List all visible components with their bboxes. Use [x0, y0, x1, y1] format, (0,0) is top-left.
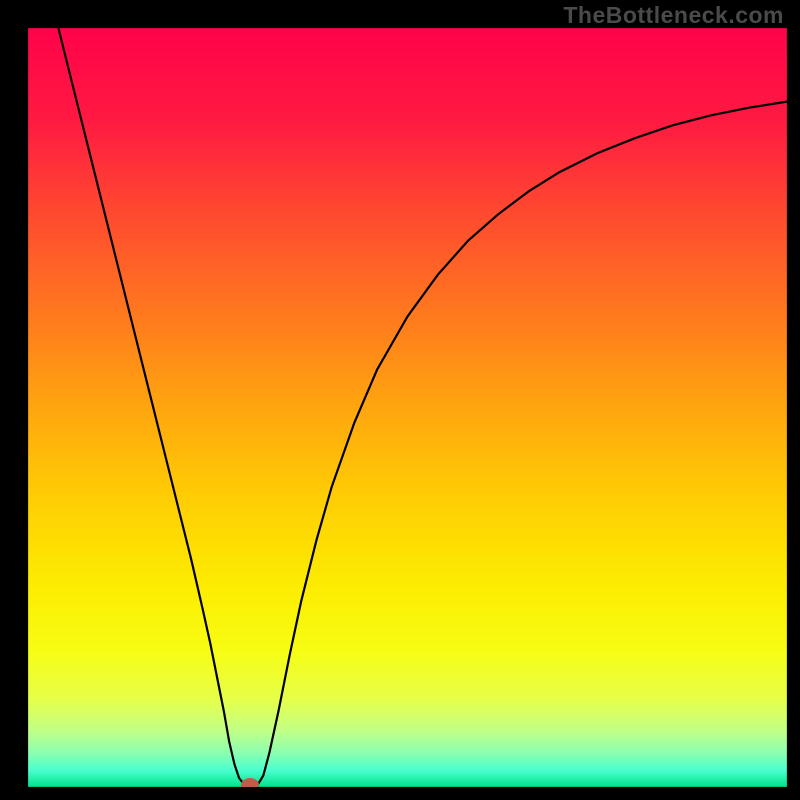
sweet-spot-marker	[241, 778, 259, 792]
bottleneck-chart: TheBottleneck.com	[0, 0, 800, 800]
gradient-background	[0, 0, 800, 800]
watermark-text: TheBottleneck.com	[563, 2, 784, 29]
